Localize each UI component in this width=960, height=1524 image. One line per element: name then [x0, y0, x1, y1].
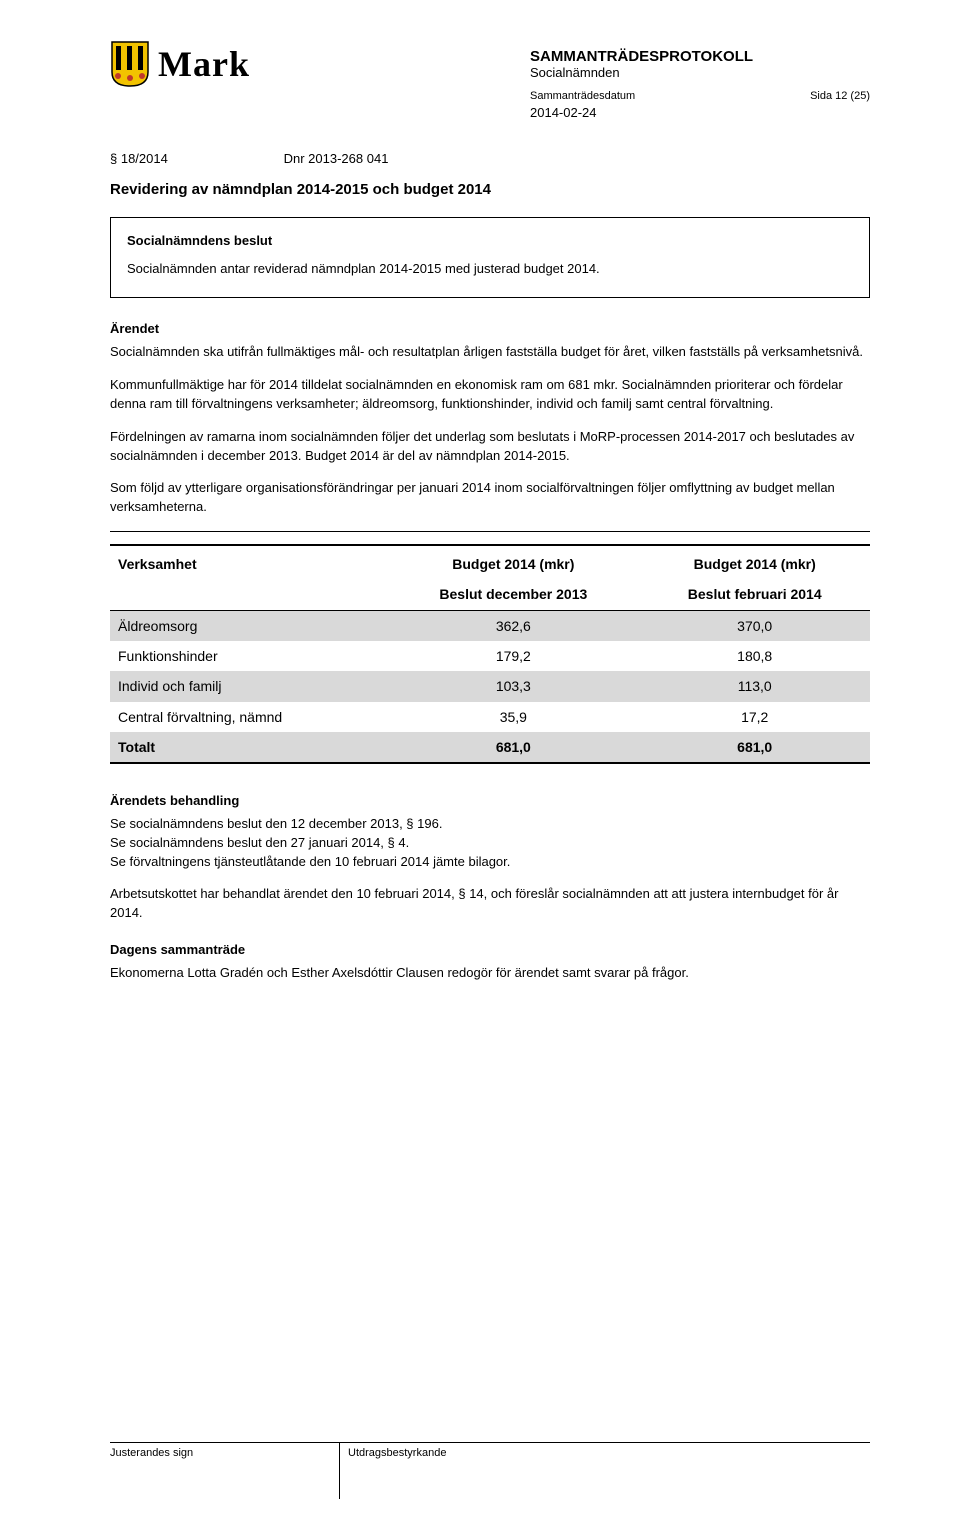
- row-v1: 179,2: [387, 641, 639, 671]
- table-total-row: Totalt 681,0 681,0: [110, 732, 870, 763]
- row-name: Central förvaltning, nämnd: [110, 702, 387, 732]
- table-row: Central förvaltning, nämnd 35,9 17,2: [110, 702, 870, 732]
- decision-heading: Socialnämndens beslut: [127, 232, 853, 251]
- row-v2: 17,2: [639, 702, 870, 732]
- page-number: Sida 12 (25): [810, 90, 870, 102]
- arendet-p3: Fördelningen av ramarna inom socialnämnd…: [110, 428, 870, 466]
- total-name: Totalt: [110, 732, 387, 763]
- behandling-heading: Ärendets behandling: [110, 792, 870, 811]
- table-row: Äldreomsorg 362,6 370,0: [110, 610, 870, 641]
- decision-text: Socialnämnden antar reviderad nämndplan …: [127, 260, 853, 279]
- col-budget-dec: Budget 2014 (mkr): [387, 545, 639, 579]
- behandling-p2: Arbetsutskottet har behandlat ärendet de…: [110, 885, 870, 923]
- table-header-row-1: Verksamhet Budget 2014 (mkr) Budget 2014…: [110, 545, 870, 579]
- document-title: Revidering av nämndplan 2014-2015 och bu…: [110, 179, 870, 201]
- total-v2: 681,0: [639, 732, 870, 763]
- table-row: Funktionshinder 179,2 180,8: [110, 641, 870, 671]
- behandling-l2: Se socialnämndens beslut den 27 januari …: [110, 834, 870, 853]
- header-right: SAMMANTRÄDESPROTOKOLL Socialnämnden Samm…: [530, 48, 870, 120]
- budget-table: Verksamhet Budget 2014 (mkr) Budget 2014…: [110, 544, 870, 764]
- footer-sign-label: Justerandes sign: [110, 1443, 340, 1499]
- logo: Mark: [110, 40, 250, 88]
- content: § 18/2014 Dnr 2013-268 041 Revidering av…: [110, 150, 870, 983]
- row-name: Funktionshinder: [110, 641, 387, 671]
- arendet-p2: Kommunfullmäktige har för 2014 tilldelat…: [110, 376, 870, 414]
- meeting-date-label: Sammanträdesdatum: [530, 90, 635, 102]
- case-line: § 18/2014 Dnr 2013-268 041: [110, 150, 870, 169]
- col-budget-feb-sub: Beslut februari 2014: [639, 579, 870, 610]
- row-v1: 103,3: [387, 671, 639, 701]
- col-verksamhet-sub: [110, 579, 387, 610]
- row-v1: 35,9: [387, 702, 639, 732]
- protocol-title: SAMMANTRÄDESPROTOKOLL: [530, 48, 870, 65]
- table-header-row-2: Beslut december 2013 Beslut februari 201…: [110, 579, 870, 610]
- row-v2: 180,8: [639, 641, 870, 671]
- footer-verify-label: Utdragsbestyrkande: [340, 1443, 870, 1499]
- paragraph-number: § 18/2014: [110, 150, 280, 169]
- col-verksamhet: Verksamhet: [110, 545, 387, 579]
- row-name: Äldreomsorg: [110, 610, 387, 641]
- shield-icon: [110, 40, 150, 88]
- footer: Justerandes sign Utdragsbestyrkande: [110, 1442, 870, 1499]
- separator-top: [110, 531, 870, 532]
- header: Mark SAMMANTRÄDESPROTOKOLL Socialnämnden…: [110, 40, 870, 120]
- meeting-date: 2014-02-24: [530, 105, 870, 120]
- total-v1: 681,0: [387, 732, 639, 763]
- after-table: Ärendets behandling Se socialnämndens be…: [110, 792, 870, 983]
- row-name: Individ och familj: [110, 671, 387, 701]
- meta-row: Sammanträdesdatum Sida 12 (25): [530, 90, 870, 102]
- decision-box: Socialnämndens beslut Socialnämnden anta…: [110, 217, 870, 299]
- diary-number: Dnr 2013-268 041: [284, 151, 389, 166]
- row-v1: 362,6: [387, 610, 639, 641]
- row-v2: 370,0: [639, 610, 870, 641]
- sammantrade-heading: Dagens sammanträde: [110, 941, 870, 960]
- logo-text: Mark: [158, 43, 250, 85]
- table-row: Individ och familj 103,3 113,0: [110, 671, 870, 701]
- row-v2: 113,0: [639, 671, 870, 701]
- board-name: Socialnämnden: [530, 65, 870, 80]
- arendet-heading: Ärendet: [110, 320, 870, 339]
- col-budget-feb: Budget 2014 (mkr): [639, 545, 870, 579]
- arendet-p1: Socialnämnden ska utifrån fullmäktiges m…: [110, 343, 870, 362]
- sammantrade-p1: Ekonomerna Lotta Gradén och Esther Axels…: [110, 964, 870, 983]
- col-budget-dec-sub: Beslut december 2013: [387, 579, 639, 610]
- behandling-l3: Se förvaltningens tjänsteutlåtande den 1…: [110, 853, 870, 872]
- page: Mark SAMMANTRÄDESPROTOKOLL Socialnämnden…: [0, 0, 960, 1524]
- behandling-l1: Se socialnämndens beslut den 12 december…: [110, 815, 870, 834]
- arendet-p4: Som följd av ytterligare organisationsfö…: [110, 479, 870, 517]
